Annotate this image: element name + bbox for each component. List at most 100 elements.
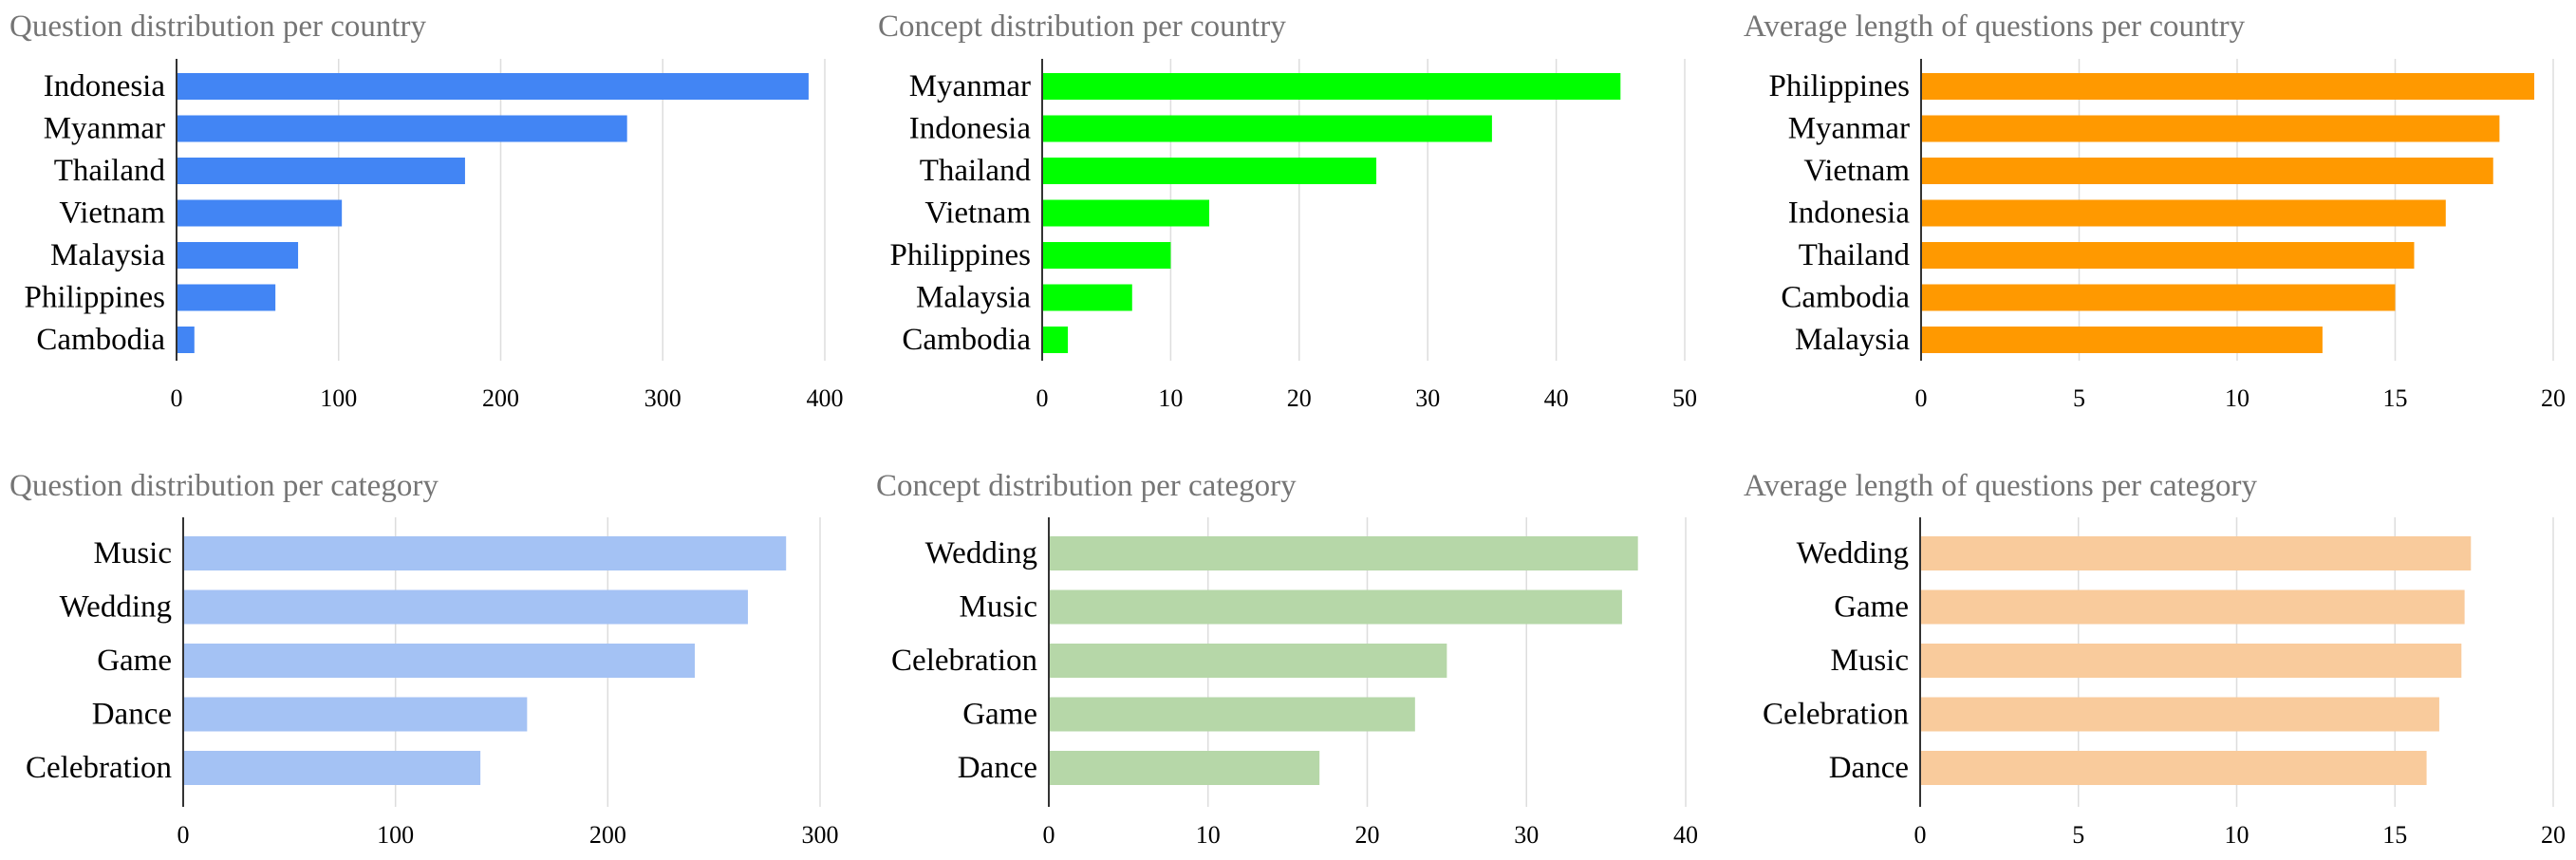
category-label: Malaysia xyxy=(50,238,165,272)
category-label: Thailand xyxy=(54,154,166,188)
chart-title: Question distribution per category xyxy=(9,469,439,503)
bar xyxy=(1921,327,2323,353)
category-label: Music xyxy=(94,536,173,570)
category-label: Indonesia xyxy=(44,69,166,103)
category-label: Game xyxy=(97,644,172,678)
category-label: Dance xyxy=(1829,751,1909,785)
bar xyxy=(183,751,481,785)
x-tick-label: 100 xyxy=(377,821,414,849)
x-tick-label: 5 xyxy=(2072,821,2084,849)
x-tick-label: 0 xyxy=(1915,384,1928,412)
bar xyxy=(177,284,276,311)
category-label: Philippines xyxy=(1768,69,1910,103)
bar xyxy=(1920,589,2465,625)
bar xyxy=(1921,284,2396,311)
bar xyxy=(183,536,787,570)
category-label: Game xyxy=(1834,590,1909,625)
category-label: Game xyxy=(962,698,1037,732)
category-label: Indonesia xyxy=(909,112,1032,146)
bar xyxy=(183,589,748,625)
chart-title: Question distribution per country xyxy=(9,9,427,44)
bar xyxy=(1042,327,1069,353)
category-label: Philippines xyxy=(24,281,165,315)
chart-panel: Question distribution per country 0 100 200… xyxy=(9,9,844,412)
bar xyxy=(1921,158,2493,184)
category-label: Myanmar xyxy=(1788,112,1910,146)
chart-title: Concept distribution per category xyxy=(876,469,1297,503)
x-tick-label: 20 xyxy=(2541,821,2566,849)
bar xyxy=(183,697,528,732)
chart-panel: Average length of questions per country 0… xyxy=(1744,9,2566,412)
x-tick-label: 10 xyxy=(2225,821,2249,849)
chart-title: Average length of questions per category xyxy=(1744,469,2257,503)
bar xyxy=(1049,751,1320,785)
bar xyxy=(1920,644,2462,678)
x-tick-label: 300 xyxy=(644,384,681,412)
bar xyxy=(1920,751,2427,785)
x-tick-label: 200 xyxy=(589,821,626,849)
x-tick-label: 40 xyxy=(1544,384,1569,412)
x-tick-label: 20 xyxy=(1355,821,1380,849)
bar xyxy=(1042,115,1492,142)
category-label: Vietnam xyxy=(1803,154,1910,188)
category-label: Philippines xyxy=(889,238,1031,272)
category-label: Music xyxy=(960,590,1038,625)
x-tick-label: 200 xyxy=(482,384,519,412)
bar xyxy=(1920,697,2439,732)
bar xyxy=(1920,536,2472,570)
x-tick-label: 10 xyxy=(1158,384,1183,412)
category-label: Vietnam xyxy=(924,196,1031,231)
bar xyxy=(1042,158,1377,184)
bar xyxy=(1921,199,2446,227)
category-label: Myanmar xyxy=(44,112,165,146)
chart-panel: Concept distribution per category 0 10 20 30… xyxy=(876,469,1698,849)
bar xyxy=(1049,697,1415,732)
x-tick-label: 15 xyxy=(2382,821,2407,849)
category-label: Myanmar xyxy=(909,69,1031,103)
x-tick-label: 10 xyxy=(1196,821,1221,849)
chart-title: Concept distribution per country xyxy=(878,9,1286,44)
x-tick-label: 20 xyxy=(2541,384,2566,412)
category-label: Malaysia xyxy=(1795,323,1910,357)
bar xyxy=(1049,644,1447,678)
x-tick-label: 10 xyxy=(2225,384,2249,412)
bar xyxy=(177,73,809,100)
chart-panel: Concept distribution per country 0 10 20 30 4… xyxy=(878,9,1697,412)
category-label: Wedding xyxy=(1797,536,1909,570)
category-label: Dance xyxy=(92,698,172,732)
x-tick-label: 0 xyxy=(171,384,183,412)
x-tick-label: 15 xyxy=(2383,384,2408,412)
x-tick-label: 300 xyxy=(802,821,839,849)
category-label: Wedding xyxy=(60,590,172,625)
category-label: Thailand xyxy=(1799,238,1911,272)
bar xyxy=(177,158,465,184)
bar xyxy=(1049,536,1638,570)
bar xyxy=(1042,199,1210,227)
x-tick-label: 0 xyxy=(1914,821,1927,849)
x-tick-label: 0 xyxy=(1043,821,1055,849)
x-tick-label: 400 xyxy=(807,384,844,412)
bar xyxy=(177,327,195,353)
x-tick-label: 50 xyxy=(1672,384,1697,412)
category-label: Indonesia xyxy=(1788,196,1911,231)
bar xyxy=(1042,242,1171,269)
bar xyxy=(1921,115,2500,142)
bar xyxy=(177,115,627,142)
bar xyxy=(177,242,299,269)
category-label: Malaysia xyxy=(916,281,1031,315)
category-label: Celebration xyxy=(1763,698,1909,732)
chart-panel: Question distribution per category 0 100 20… xyxy=(9,469,839,849)
x-tick-label: 20 xyxy=(1287,384,1312,412)
x-tick-label: 40 xyxy=(1673,821,1698,849)
chart-title: Average length of questions per country xyxy=(1744,9,2246,44)
category-label: Celebration xyxy=(891,644,1037,678)
category-label: Vietnam xyxy=(59,196,165,231)
bar xyxy=(1042,73,1621,100)
bar xyxy=(183,644,696,678)
category-label: Thailand xyxy=(920,154,1032,188)
bar xyxy=(1921,242,2415,269)
category-label: Cambodia xyxy=(36,323,165,357)
category-label: Wedding xyxy=(925,536,1037,570)
category-label: Dance xyxy=(958,751,1037,785)
